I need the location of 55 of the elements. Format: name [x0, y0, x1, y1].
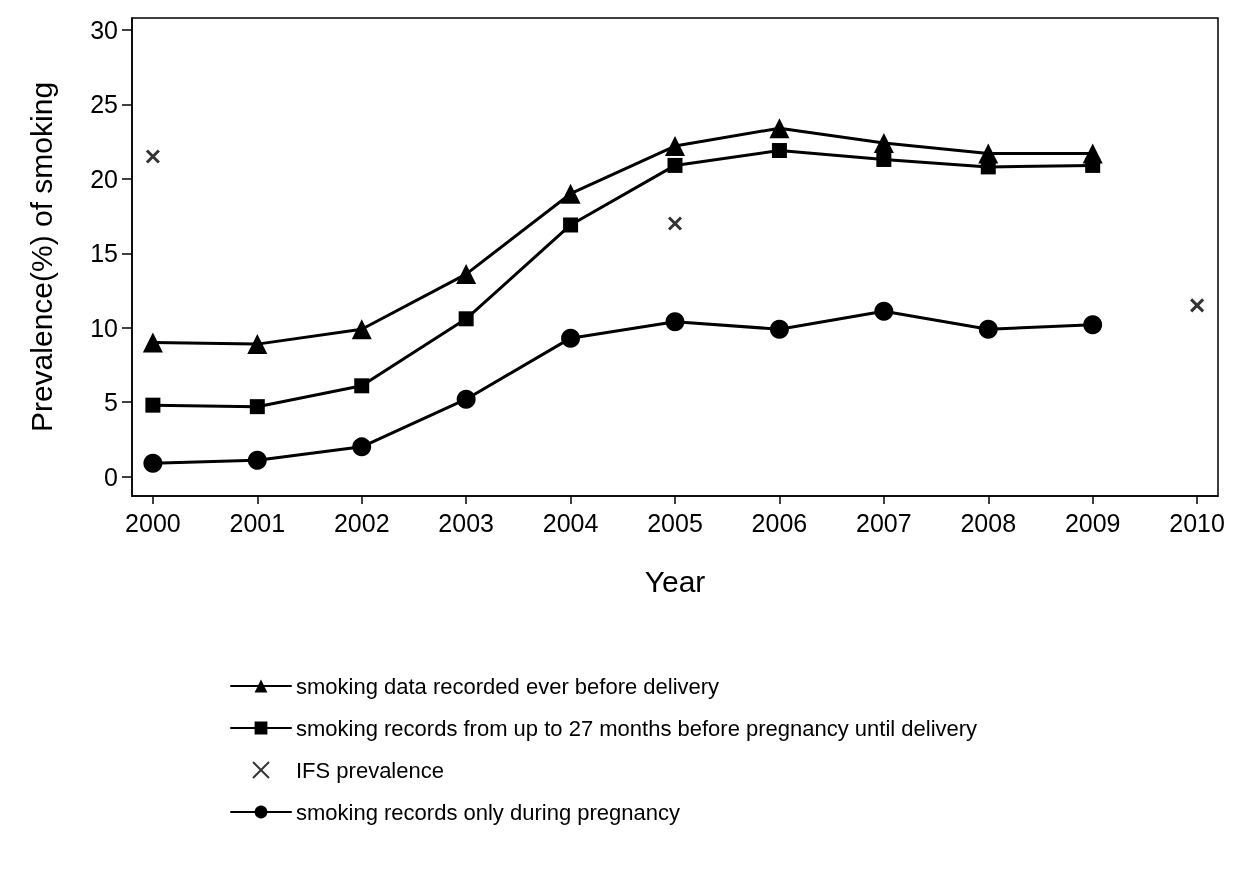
point — [771, 143, 787, 159]
point — [769, 118, 790, 139]
y-tick-label: 0 — [104, 462, 118, 491]
x-tick-label: 2004 — [542, 508, 599, 537]
x-tick-label: 2006 — [751, 508, 808, 537]
y-tick-label: 15 — [90, 239, 118, 268]
point — [874, 301, 894, 321]
point — [1189, 297, 1205, 313]
y-tick-label: 25 — [90, 90, 118, 119]
point — [145, 397, 161, 413]
legend-label: smoking records only during pregnancy — [296, 799, 680, 825]
point — [352, 437, 372, 457]
point — [667, 157, 683, 173]
point — [1085, 157, 1101, 173]
x-tick-label: 2009 — [1064, 508, 1121, 537]
point — [665, 136, 685, 157]
legend-label: IFS prevalence — [296, 757, 444, 783]
point — [351, 319, 372, 340]
point — [667, 216, 683, 231]
point — [456, 389, 476, 409]
x-tick-label: 2003 — [438, 508, 494, 537]
point — [247, 334, 268, 355]
point — [456, 264, 477, 285]
point — [873, 133, 894, 154]
legend-label: smoking data recorded ever before delivery — [296, 673, 720, 699]
point — [247, 450, 267, 470]
point — [560, 183, 581, 204]
point — [143, 453, 163, 473]
point — [354, 378, 370, 394]
point — [458, 311, 474, 327]
y-axis-title: Prevalence(%) of smoking — [24, 81, 58, 433]
point — [980, 159, 996, 175]
legend-label: smoking records from up to 27 months before pregnancy until delivery — [296, 715, 978, 741]
x-tick-label: 2000 — [125, 508, 181, 537]
point — [249, 399, 265, 415]
x-tick-label: 2008 — [960, 508, 1017, 537]
point — [769, 319, 789, 339]
y-tick-label: 20 — [90, 164, 118, 193]
x-axis-title: Year — [644, 564, 706, 598]
y-tick-label: 10 — [90, 313, 118, 342]
point — [561, 328, 581, 348]
x-tick-label: 2007 — [856, 508, 912, 537]
x-tick-label: 2005 — [647, 508, 703, 537]
y-tick-label: 5 — [104, 388, 118, 417]
point — [665, 312, 685, 332]
point — [563, 217, 579, 233]
x-tick-label: 2002 — [333, 508, 390, 537]
point — [1083, 315, 1103, 335]
point — [876, 151, 892, 167]
point — [142, 332, 163, 353]
point — [145, 148, 161, 164]
x-tick-label: 2010 — [1169, 508, 1225, 537]
point — [978, 319, 998, 339]
y-tick-label: 30 — [90, 15, 118, 44]
x-tick-label: 2001 — [229, 508, 286, 537]
